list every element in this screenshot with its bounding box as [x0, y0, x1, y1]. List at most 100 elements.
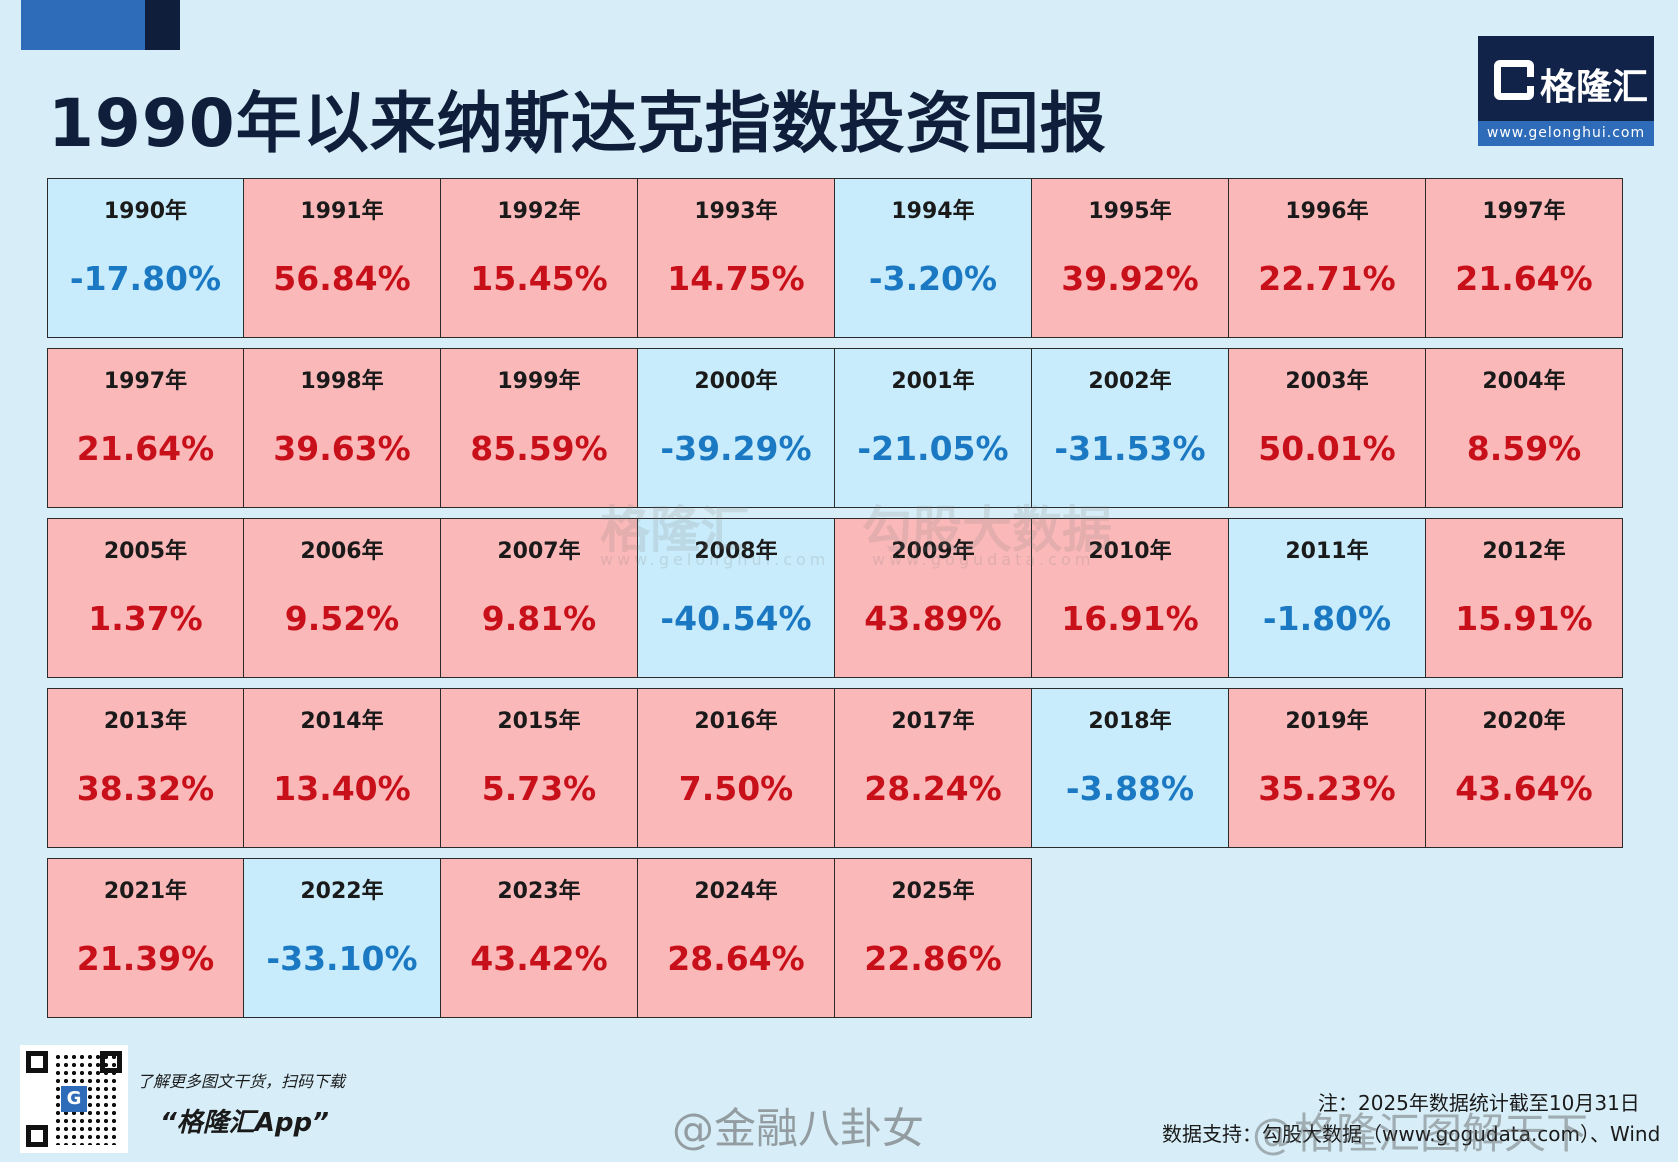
- year-cell: 1995年 39.92%: [1032, 178, 1229, 338]
- table-row: 1997年 21.64% 1998年 39.63% 1999年 85.59% 2000年 -3…: [47, 348, 1623, 508]
- return-value: 43.64%: [1455, 769, 1593, 808]
- year-cell: 1993年 14.75%: [638, 178, 835, 338]
- logo-url: www.gelonghui.com: [1478, 121, 1654, 146]
- weibo-watermark-right: @格隆汇图解天下: [1252, 1109, 1589, 1158]
- year-cell: 2004年 8.59%: [1426, 348, 1623, 508]
- qr-finder-top-left: [26, 1051, 48, 1073]
- return-value: 7.50%: [678, 769, 794, 808]
- year-label: 1991年: [300, 199, 384, 224]
- year-label: 2003年: [1285, 369, 1369, 394]
- year-label: 2009年: [891, 539, 975, 564]
- year-cell: 2001年 -21.05%: [835, 348, 1032, 508]
- year-cell: 2019年 35.23%: [1229, 688, 1426, 848]
- year-label: 2002年: [1088, 369, 1172, 394]
- year-cell: 1998年 39.63%: [244, 348, 441, 508]
- year-label: 1996年: [1285, 199, 1369, 224]
- return-value: 35.23%: [1258, 769, 1396, 808]
- year-label: 2001年: [891, 369, 975, 394]
- logo-name: 格隆汇: [1540, 67, 1649, 108]
- return-value: 9.81%: [481, 599, 597, 638]
- return-value: 39.63%: [273, 429, 411, 468]
- year-label: 2021年: [103, 879, 188, 904]
- return-value: 9.52%: [284, 599, 400, 638]
- year-label: 2008年: [694, 539, 778, 564]
- year-cell: 2003年 50.01%: [1229, 348, 1426, 508]
- return-value: -21.05%: [857, 429, 1009, 468]
- return-value: 39.92%: [1061, 259, 1199, 298]
- year-label: 2025年: [891, 879, 975, 904]
- return-value: 13.40%: [273, 769, 411, 808]
- year-label: 2014年: [300, 709, 384, 734]
- return-value: 28.64%: [667, 939, 805, 978]
- year-cell: 1999年 85.59%: [441, 348, 638, 508]
- year-cell: 2005年 1.37%: [47, 518, 244, 678]
- data-source: 数据支持：勾股大数据（www.gogudata.com）、Wind: [1162, 1122, 1661, 1146]
- year-cell: 2017年 28.24%: [835, 688, 1032, 848]
- qr-center-logo-icon: G: [61, 1086, 87, 1112]
- data-note: 注：2025年数据统计截至10月31日: [1318, 1091, 1640, 1115]
- page-title: 1990年以来纳斯达克指数投资回报: [48, 85, 1107, 162]
- return-value: 28.24%: [864, 769, 1002, 808]
- year-cell: 2018年 -3.88%: [1032, 688, 1229, 848]
- year-cell: 1997年 21.64%: [47, 348, 244, 508]
- return-value: 85.59%: [470, 429, 608, 468]
- qr-finder-bottom-left: [26, 1125, 48, 1147]
- year-label: 2011年: [1285, 539, 1369, 564]
- return-value: 15.45%: [470, 259, 608, 298]
- year-cell: 1991年 56.84%: [244, 178, 441, 338]
- year-cell: 2024年 28.64%: [638, 858, 835, 1018]
- return-value: -39.29%: [660, 429, 812, 468]
- year-cell: 2022年 -33.10%: [244, 858, 441, 1018]
- year-cell: 2016年 7.50%: [638, 688, 835, 848]
- year-label: 1993年: [694, 199, 778, 224]
- year-cell: 2011年 -1.80%: [1229, 518, 1426, 678]
- year-label: 2007年: [497, 539, 581, 564]
- return-value: 56.84%: [273, 259, 411, 298]
- year-label: 1997年: [1482, 199, 1566, 224]
- year-cell: 1997年 21.64%: [1426, 178, 1623, 338]
- year-cell: 2025年 22.86%: [835, 858, 1032, 1018]
- return-value: -31.53%: [1054, 429, 1206, 468]
- year-cell: 2020年 43.64%: [1426, 688, 1623, 848]
- year-label: 2023年: [497, 879, 581, 904]
- year-label: 1998年: [300, 369, 384, 394]
- return-value: 8.59%: [1466, 429, 1582, 468]
- year-cell: 1996年 22.71%: [1229, 178, 1426, 338]
- gelonghui-logo: 格隆汇 www.gelonghui.com: [1478, 36, 1654, 146]
- year-cell: 2002年 -31.53%: [1032, 348, 1229, 508]
- year-cell: 2006年 9.52%: [244, 518, 441, 678]
- return-value: 15.91%: [1455, 599, 1593, 638]
- year-label: 2006年: [300, 539, 384, 564]
- year-label: 2004年: [1482, 369, 1566, 394]
- table-row: 2013年 38.32% 2014年 13.40% 2015年 5.73% 2016年 7.5…: [47, 688, 1623, 848]
- return-value: -40.54%: [660, 599, 812, 638]
- return-value: 43.42%: [470, 939, 608, 978]
- table-row: 1990年 -17.80% 1991年 56.84% 1992年 15.45% 1993年 1…: [47, 178, 1623, 338]
- watermark-gogu: 勾股大数据: [862, 501, 1112, 559]
- return-value: 22.86%: [864, 939, 1002, 978]
- year-label: 1992年: [497, 199, 581, 224]
- year-cell: 2000年 -39.29%: [638, 348, 835, 508]
- promo-text: 了解更多图文干货，扫码下载: [137, 1072, 346, 1091]
- year-label: 2005年: [103, 539, 188, 564]
- watermark-gelonghui-url: www.gelonghui.com: [600, 550, 830, 569]
- year-label: 1994年: [891, 199, 975, 224]
- return-value: 43.89%: [864, 599, 1002, 638]
- year-cell: 2015年 5.73%: [441, 688, 638, 848]
- year-label: 2020年: [1482, 709, 1566, 734]
- return-value: -33.10%: [266, 939, 418, 978]
- year-label: 1999年: [497, 369, 581, 394]
- year-cell: 2010年 16.91%: [1032, 518, 1229, 678]
- top-accent-bar-dark: [145, 0, 180, 50]
- year-cell: 1994年 -3.20%: [835, 178, 1032, 338]
- return-value: 1.37%: [88, 599, 203, 638]
- year-label: 2015年: [497, 709, 581, 734]
- year-label: 2013年: [103, 709, 188, 734]
- qr-code: G: [20, 1045, 128, 1153]
- year-label: 2022年: [300, 879, 384, 904]
- return-value: -1.80%: [1262, 599, 1392, 638]
- return-value: 5.73%: [481, 769, 597, 808]
- table-row: 2021年 21.39% 2022年 -33.10% 2023年 43.42% 2024年 2…: [47, 858, 1623, 1018]
- promo-app-name: “格隆汇App”: [160, 1108, 329, 1138]
- year-label: 2016年: [694, 709, 778, 734]
